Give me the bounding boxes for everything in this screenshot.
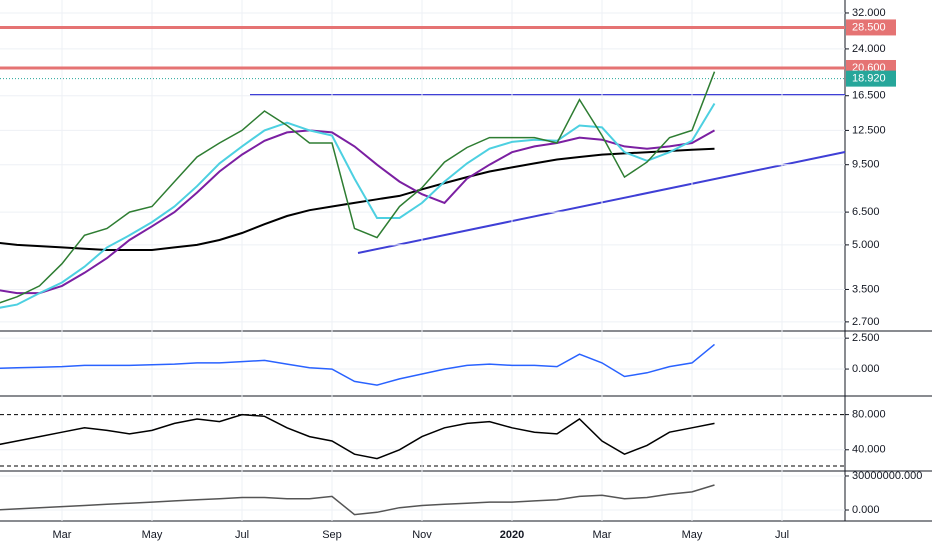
y-tick-label: 40.000 [852, 444, 886, 456]
y-tick-label: 9.500 [852, 159, 880, 171]
y-tick-label: 32.000 [852, 7, 886, 19]
series-line [0, 484, 715, 516]
x-tick-label: Mar [593, 529, 612, 541]
y-tick-label: 12.500 [852, 124, 886, 136]
x-tick-label: Mar [53, 529, 72, 541]
y-tick-label: 2.700 [852, 316, 880, 328]
x-tick-label: Jul [775, 529, 789, 541]
x-tick-label: Nov [412, 529, 432, 541]
x-tick-label: May [142, 529, 163, 541]
y-tick-label: 16.500 [852, 90, 886, 102]
series-line [0, 102, 716, 309]
price-label-box [846, 19, 896, 36]
x-tick-label: Sep [322, 529, 342, 541]
y-tick-label: 80.000 [852, 408, 886, 420]
price-label: 28.500 [852, 21, 886, 33]
series-line [0, 343, 715, 386]
price-label-box [846, 70, 896, 87]
y-tick-label: 6.500 [852, 206, 880, 218]
price-label: 18.920 [852, 73, 886, 85]
x-tick-label: Jul [235, 529, 249, 541]
y-tick-label: 0.000 [852, 363, 880, 375]
y-tick-label: 24.000 [852, 43, 886, 55]
series-line [0, 413, 715, 460]
y-tick-label: 30000000.000 [852, 470, 922, 482]
series-line [0, 71, 716, 304]
y-tick-label: 5.000 [852, 239, 880, 251]
x-tick-label: May [682, 529, 703, 541]
y-tick-label: 0.000 [852, 504, 880, 516]
series-line [0, 129, 715, 295]
x-tick-label: 2020 [500, 529, 524, 541]
series-line [0, 147, 715, 251]
y-tick-label: 3.500 [852, 283, 880, 295]
y-tick-label: 2.500 [852, 332, 880, 344]
